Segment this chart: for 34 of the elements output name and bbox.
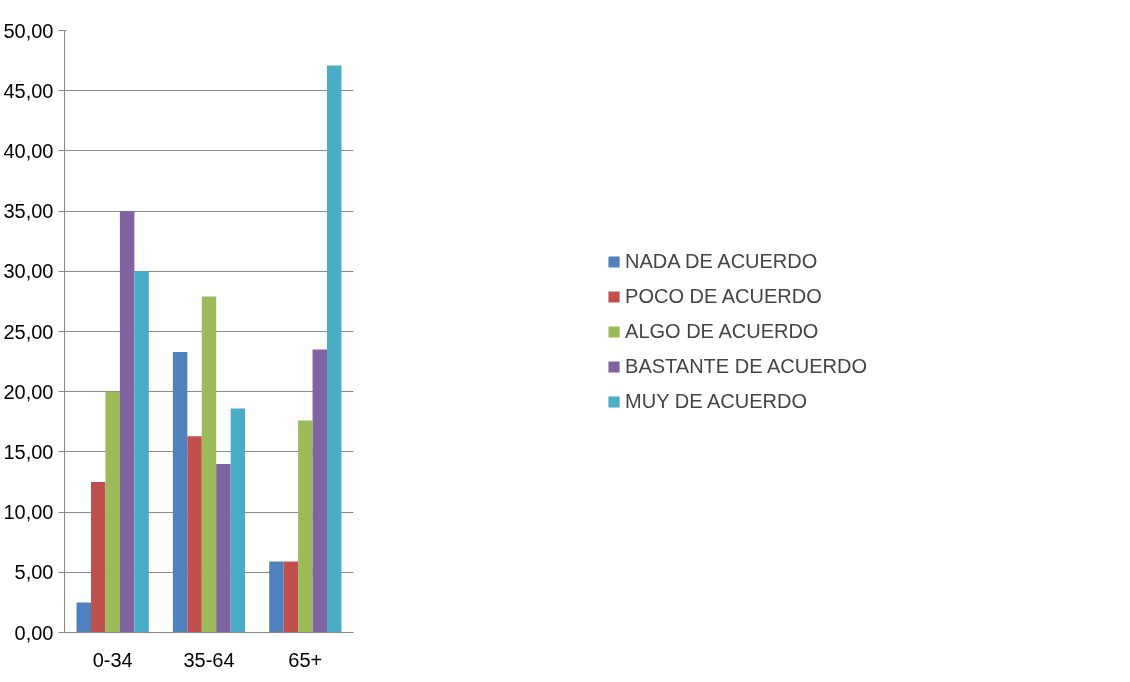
bar	[76, 602, 91, 633]
y-tick-label: 40,00	[3, 139, 54, 162]
y-tick-label: 45,00	[3, 79, 54, 102]
x-tick-label: 65+	[288, 648, 323, 671]
y-tick-label: 10,00	[3, 501, 54, 524]
bar	[216, 463, 231, 633]
legend-label: POCO DE ACUERDO	[625, 284, 822, 308]
y-tick-label: 0,00	[14, 621, 54, 644]
legend-label: MUY DE ACUERDO	[625, 389, 807, 413]
y-tick-label: 50,00	[3, 19, 54, 42]
legend-label: ALGO DE ACUERDO	[625, 319, 819, 343]
bar	[172, 351, 188, 633]
bar	[119, 211, 135, 633]
legend-label: BASTANTE DE ACUERDO	[625, 354, 867, 378]
bar	[201, 296, 217, 633]
bar	[327, 65, 342, 633]
x-tick-label: 35-64	[183, 648, 235, 671]
bar	[269, 561, 284, 633]
bar	[230, 408, 246, 633]
y-tick-label: 5,00	[14, 561, 54, 584]
bar	[134, 271, 149, 633]
bar	[105, 391, 120, 633]
legend-label: NADA DE ACUERDO	[625, 249, 818, 273]
bar	[187, 436, 202, 633]
y-tick-label: 25,00	[3, 320, 54, 343]
y-tick-label: 30,00	[3, 260, 54, 283]
y-tick-label: 35,00	[3, 200, 54, 223]
bar	[283, 561, 299, 633]
y-tick-label: 20,00	[3, 380, 54, 403]
bar	[298, 420, 313, 633]
bar	[312, 349, 328, 633]
x-tick-label: 0-34	[92, 648, 133, 671]
y-tick-label: 15,00	[3, 440, 54, 463]
bar	[90, 482, 106, 633]
